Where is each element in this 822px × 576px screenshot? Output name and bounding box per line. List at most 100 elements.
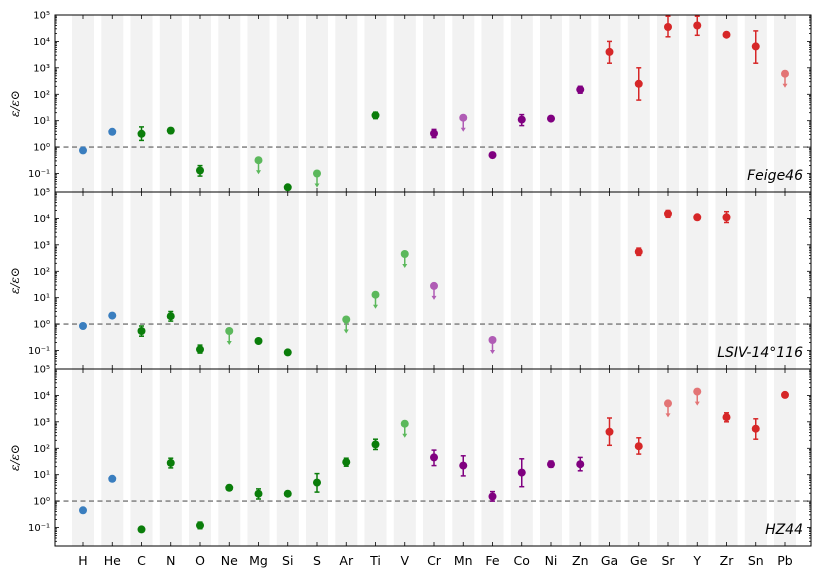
data-point-n: [166, 312, 175, 321]
column-shade: [306, 192, 328, 369]
upper-limit-arrowhead: [226, 341, 232, 345]
x-category-label: S: [313, 553, 321, 568]
upper-limit-arrowhead: [402, 433, 408, 438]
column-shade: [540, 15, 562, 192]
data-point-s: [313, 478, 321, 487]
panel-name: LSIV-14°116: [717, 345, 803, 361]
data-point-o: [196, 166, 204, 175]
y-tick-label: 10³: [33, 63, 50, 74]
column-shade: [569, 15, 592, 192]
x-category-label: Ge: [630, 553, 648, 568]
y-tick-label: 10⁴: [33, 214, 50, 225]
column-shade: [627, 192, 650, 369]
data-point-pb: [781, 69, 789, 78]
column-shade: [130, 192, 153, 369]
column-shade: [72, 15, 94, 192]
y-tick-label: 10²: [33, 444, 50, 455]
x-category-label: C: [137, 553, 146, 568]
column-shade: [627, 369, 650, 546]
x-category-label: Zr: [720, 553, 735, 568]
column-shade: [423, 15, 445, 192]
column-shade: [276, 369, 299, 546]
column-shade: [189, 369, 211, 546]
column-shade: [276, 192, 299, 369]
data-point-zr: [722, 30, 731, 39]
data-point-s: [313, 169, 321, 178]
column-shade: [657, 369, 679, 546]
upper-limit-arrowhead: [256, 170, 261, 175]
upper-limit-arrowhead: [460, 127, 466, 132]
data-point-y: [693, 387, 702, 396]
y-tick-label: 10⁰: [33, 497, 50, 508]
column-shade: [218, 369, 241, 546]
x-category-label: Y: [692, 553, 701, 568]
y-tick-label: 10⁰: [33, 143, 50, 154]
column-shade: [744, 369, 767, 546]
y-tick-label: 10⁻¹: [28, 523, 50, 534]
column-shade: [393, 15, 416, 192]
column-shade: [101, 369, 124, 546]
data-point-mn: [459, 461, 468, 470]
column-shade: [130, 369, 153, 546]
panel-name: Feige46: [747, 168, 803, 184]
y-tick-label: 10³: [33, 240, 50, 251]
data-point-si: [283, 183, 292, 192]
x-category-label: Pb: [777, 553, 793, 568]
x-category-label: Mg: [249, 553, 268, 568]
data-point-sr: [664, 209, 672, 218]
column-shade: [276, 15, 299, 192]
data-point-pb: [781, 390, 789, 399]
x-category-label: Sr: [661, 553, 675, 568]
data-point-zn: [576, 85, 585, 94]
data-point-c: [137, 525, 146, 534]
column-shade: [189, 192, 211, 369]
column-shade: [657, 192, 679, 369]
data-point-sr: [664, 399, 672, 408]
data-point-cr: [430, 453, 438, 462]
x-category-label: Cr: [427, 553, 442, 568]
x-category-label: Fe: [485, 553, 500, 568]
column-shade: [657, 15, 679, 192]
column-shade: [452, 192, 475, 369]
column-shade: [247, 369, 270, 546]
data-point-y: [693, 213, 702, 222]
data-point-fe: [488, 336, 497, 344]
column-shade: [130, 15, 153, 192]
data-point-zn: [576, 460, 585, 469]
data-point-ge: [634, 79, 643, 88]
y-tick-label: 10⁴: [33, 391, 50, 402]
upper-limit-arrowhead: [431, 295, 437, 300]
x-category-label: H: [78, 553, 87, 568]
column-shade: [598, 192, 621, 369]
column-shade: [364, 192, 387, 369]
data-point-n: [166, 458, 175, 467]
upper-limit-arrowhead: [402, 264, 408, 268]
data-point-h: [79, 322, 87, 330]
upper-limit-arrowhead: [490, 350, 495, 354]
column-shade: [423, 192, 445, 369]
upper-limit-arrowhead: [343, 329, 349, 334]
column-shade: [510, 15, 533, 192]
data-point-c: [137, 129, 146, 138]
x-category-label: V: [400, 553, 409, 568]
column-shade: [101, 192, 124, 369]
x-category-label: Zn: [572, 553, 589, 568]
column-shade: [72, 192, 94, 369]
column-shade: [598, 369, 621, 546]
y-tick-label: 10⁴: [33, 37, 50, 48]
x-category-label: Ni: [545, 553, 558, 568]
column-shade: [715, 369, 738, 546]
x-category-label: Co: [514, 553, 530, 568]
y-tick-label: 10⁵: [33, 188, 50, 199]
data-point-o: [196, 521, 204, 530]
data-point-o: [196, 345, 204, 354]
column-shade: [218, 15, 241, 192]
upper-limit-arrowhead: [314, 183, 320, 188]
data-point-cr: [430, 129, 438, 138]
y-tick-label: 10¹: [33, 293, 50, 304]
y-tick-label: 10⁵: [33, 11, 50, 22]
x-category-label: Ne: [221, 553, 238, 568]
data-point-cr: [430, 281, 438, 290]
upper-limit-arrowhead: [782, 83, 788, 88]
column-shade: [393, 369, 416, 546]
